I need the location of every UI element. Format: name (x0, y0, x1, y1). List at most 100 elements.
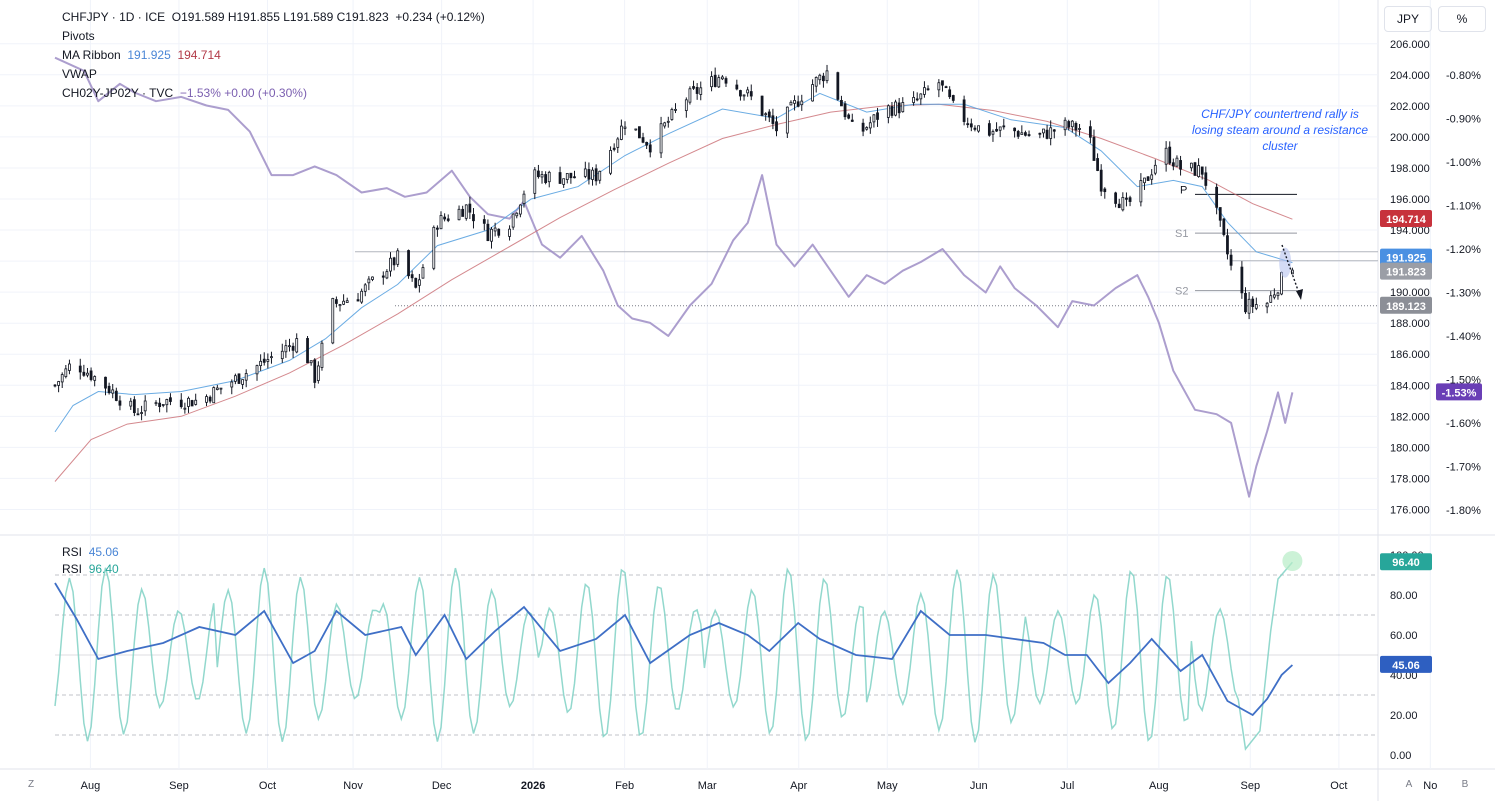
rsi1-value: 45.06 (88, 545, 119, 559)
price-tick-label: 186.000 (1390, 349, 1430, 361)
candle-body (1125, 197, 1128, 200)
percent-tick-label: -1.30% (1446, 287, 1481, 299)
percent-tick-label: -1.00% (1446, 157, 1481, 169)
candle-body (320, 342, 324, 368)
candle-body (1042, 128, 1045, 134)
time-tick-label: 2026 (521, 780, 545, 792)
projection-arrow (1281, 244, 1301, 297)
candle-body (464, 204, 468, 219)
candle-body (1189, 162, 1193, 169)
candle-body (836, 72, 840, 100)
candle-body (158, 402, 162, 407)
price-tags: 194.714 191.925 191.823 189.123 -1.53% 96.40 4… (1380, 209, 1482, 673)
candle-body (511, 213, 515, 228)
candle-body (569, 172, 573, 179)
rsi-slow-line (54, 582, 1294, 717)
candle-body (811, 84, 814, 102)
percent-unit-button[interactable]: % (1438, 6, 1486, 32)
candle-body (612, 147, 616, 150)
candle-body (1052, 129, 1056, 132)
candle-body (371, 276, 374, 280)
candle-body (114, 390, 118, 401)
candle-body (439, 215, 443, 230)
candle-body (746, 89, 750, 94)
candle-body (389, 257, 392, 272)
candle-body (280, 350, 284, 360)
candle-body (461, 208, 465, 217)
candle-body (547, 171, 551, 183)
candle-body (237, 373, 241, 384)
candle-body (1215, 186, 1219, 208)
candle-body (1179, 160, 1182, 170)
rsi-tick-label: 20.00 (1390, 710, 1418, 722)
candle-body (998, 126, 1002, 131)
legend-pivots[interactable]: Pivots (62, 29, 95, 43)
rsi2-label: RSI (62, 562, 83, 576)
candle-body (316, 365, 320, 381)
time-tick-label: Nov (343, 780, 363, 792)
candle-body (89, 370, 93, 380)
rsi-pane (54, 551, 1303, 751)
candle-body (262, 358, 266, 363)
candle-body (1114, 192, 1118, 204)
legend-vwap[interactable]: VWAP (62, 67, 97, 81)
candle-body (1027, 134, 1031, 136)
time-tick-label: Jul (1060, 780, 1074, 792)
candle-body (789, 101, 793, 106)
candle-body (894, 101, 897, 116)
candle-body (1265, 302, 1269, 308)
legend-change: +0.234 (+0.12%) (395, 10, 485, 24)
last-price-tag-bg (1380, 262, 1432, 280)
timezone-button[interactable]: Z (27, 778, 35, 790)
candle-body (1272, 294, 1276, 298)
candle-body (1139, 180, 1143, 203)
legend-spread[interactable]: CH02Y-JP02Y · TVC −1.53% +0.00 (+0.30%) (62, 84, 485, 103)
legend-symbol[interactable]: CHFJPY · 1D · ICE (62, 10, 166, 24)
legend-symbol-row: CHFJPY · 1D · ICE O191.589 H191.855 L191… (62, 8, 485, 27)
rsi2-legend-row[interactable]: RSI 96.40 (62, 561, 119, 578)
candle-body (270, 356, 273, 359)
candle-body (901, 102, 905, 113)
candle-body (1229, 254, 1233, 266)
rsi2-value: 96.40 (88, 562, 119, 576)
candle-body (1164, 147, 1168, 165)
legend-ma-label: MA Ribbon (62, 48, 121, 62)
legend-ma-ribbon[interactable]: MA Ribbon 191.925 194.714 (62, 46, 485, 65)
time-tick-label: Mar (698, 780, 717, 792)
scale-mode-button[interactable]: B (1461, 778, 1469, 790)
candle-body (60, 374, 64, 383)
candle-body (486, 223, 490, 242)
rsi2-tag: 96.40 (1392, 557, 1420, 569)
candle-body (493, 227, 497, 232)
candle-body (118, 400, 122, 406)
candle-body (825, 70, 829, 82)
price-tick-label: 198.000 (1390, 163, 1430, 175)
candle-body (735, 84, 739, 90)
candle-body (392, 257, 396, 266)
price-tick-label: 180.000 (1390, 442, 1430, 454)
candle-body (944, 86, 948, 89)
candle-body (648, 144, 652, 153)
candle-body (991, 131, 995, 135)
candle-body (295, 338, 299, 353)
candle-body (417, 279, 421, 286)
rsi1-legend-row[interactable]: RSI 45.06 (62, 544, 119, 561)
ma-fast-tag: 191.925 (1386, 253, 1426, 265)
candle-body (1024, 132, 1027, 136)
pivot-p-label: P (1180, 184, 1187, 196)
candle-body (890, 106, 894, 116)
price-tick-label: 194.000 (1390, 225, 1430, 237)
ma-slow-tag: 194.714 (1386, 214, 1427, 226)
candle-body (760, 95, 764, 116)
candle-body (995, 128, 998, 132)
candle-body (482, 219, 486, 224)
candle-body (432, 226, 436, 269)
currency-unit-button[interactable]: JPY (1384, 6, 1432, 32)
candle-body (161, 404, 165, 406)
price-tick-label: 178.000 (1390, 473, 1430, 485)
ma-slow-tag-bg (1380, 209, 1432, 227)
auto-scale-button[interactable]: A (1405, 778, 1413, 790)
candle-body (1168, 146, 1172, 164)
